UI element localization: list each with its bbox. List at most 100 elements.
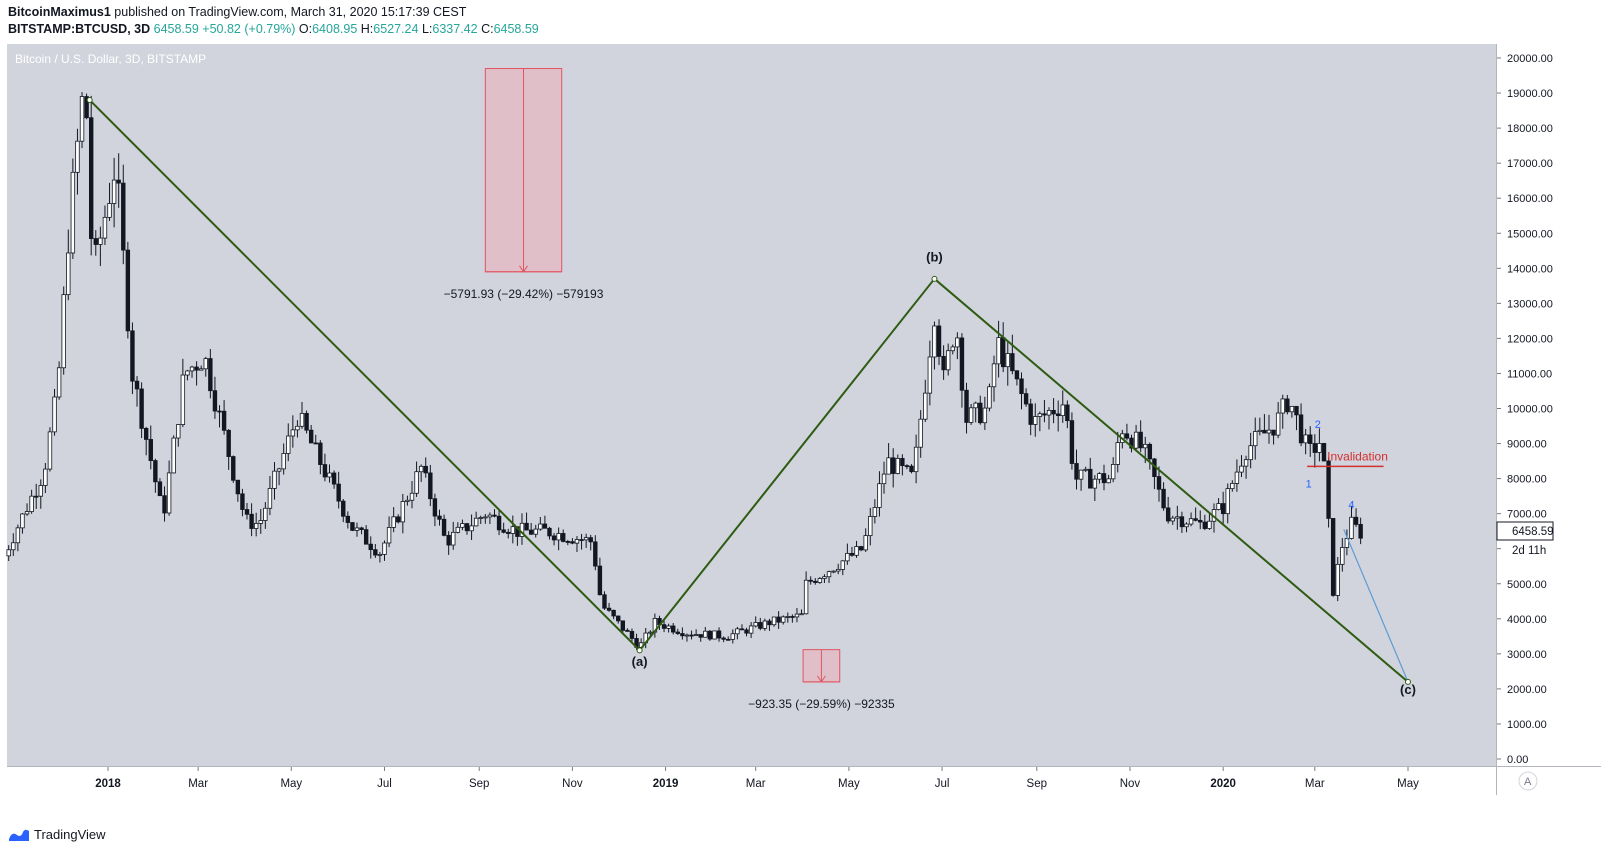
candle-body	[973, 402, 978, 409]
auto-scale-button[interactable]: A	[1518, 771, 1538, 791]
candle-body	[996, 337, 1001, 365]
candle-body	[88, 117, 94, 239]
candle-body	[556, 533, 561, 541]
candle-body	[1156, 476, 1162, 490]
candle-body	[102, 216, 108, 239]
y-tick-label: 19000.00	[1507, 88, 1553, 100]
candle-body	[1216, 503, 1221, 510]
candle-body	[579, 539, 584, 541]
footer-brand[interactable]: TradingView	[8, 827, 106, 842]
candle-body	[1308, 434, 1313, 444]
candle-body	[1088, 468, 1093, 489]
candle-body	[15, 527, 21, 544]
candle-body	[1005, 353, 1010, 368]
y-tick-label: 3000.00	[1507, 649, 1547, 661]
candle-body	[1069, 420, 1075, 464]
candle-body	[501, 529, 506, 533]
candle-body	[680, 633, 685, 637]
candle-body	[162, 495, 167, 514]
candle-body	[47, 431, 53, 470]
candle-body	[153, 460, 158, 483]
candle-body	[1033, 416, 1038, 425]
candle-body	[913, 446, 919, 473]
candle-body	[726, 638, 731, 641]
symbol-label: BITSTAMP:BTCUSD, 3D	[8, 22, 151, 36]
candle-body	[1243, 459, 1249, 467]
y-tick-label: 5000.00	[1507, 579, 1547, 591]
candle-body	[276, 468, 282, 472]
y-tick-label: 20000.00	[1507, 53, 1553, 65]
candle-body	[895, 458, 900, 474]
candle-body	[373, 549, 378, 556]
candle-body	[790, 616, 795, 618]
candle-body	[776, 616, 781, 623]
y-tick-label: 13000.00	[1507, 298, 1553, 310]
candle-body	[1019, 378, 1024, 395]
candle-body	[116, 179, 121, 184]
candle-body	[121, 182, 126, 251]
candle-body	[1321, 443, 1327, 462]
candle-body	[721, 637, 726, 640]
candle-body	[38, 485, 43, 497]
candle-body	[941, 356, 946, 371]
candle-body	[483, 516, 488, 519]
candle-body	[781, 616, 786, 623]
plot-area[interactable]	[7, 44, 1496, 766]
candle-body	[1275, 412, 1281, 436]
x-tick-label: May	[280, 778, 302, 790]
time-axis[interactable]	[7, 767, 1496, 795]
candle-body	[487, 514, 493, 518]
candle-body	[176, 424, 181, 439]
candle-body	[29, 495, 34, 513]
candle-body	[1303, 434, 1308, 444]
candle-body	[524, 522, 529, 531]
candle-body	[290, 429, 296, 437]
y-tick-label: 9000.00	[1507, 439, 1547, 451]
sub-wave-label: 1	[1306, 478, 1312, 490]
candle-body	[968, 407, 974, 423]
candle-body	[492, 514, 497, 517]
candle-body	[377, 554, 383, 556]
candle-body	[295, 425, 300, 431]
price-axis[interactable]	[1497, 44, 1601, 766]
candle-body	[93, 238, 98, 245]
candle-body	[1358, 524, 1363, 539]
candle-body	[991, 363, 997, 388]
candle-body	[1147, 443, 1153, 460]
candle-body	[423, 465, 428, 474]
candle-body	[510, 526, 516, 534]
candle-body	[1271, 429, 1276, 436]
x-tick-label: 2020	[1210, 778, 1236, 790]
y-tick-label: 16000.00	[1507, 193, 1553, 205]
candle-body	[753, 622, 758, 627]
wave-label: (c)	[1400, 682, 1416, 697]
y-tick-label: 18000.00	[1507, 123, 1553, 135]
last-price-value: 6458.59	[1512, 526, 1554, 538]
candle-body	[111, 179, 117, 204]
candle-body	[845, 552, 850, 562]
candle-body	[698, 634, 703, 638]
candle-body	[56, 367, 62, 398]
candle-body	[840, 560, 845, 570]
candle-body	[428, 472, 433, 500]
author-name[interactable]: BitcoinMaximus1	[8, 5, 111, 19]
candle-body	[817, 578, 823, 583]
candle-body	[203, 358, 208, 370]
measure-label: −5791.93 (−29.42%) −579193	[444, 287, 604, 301]
candle-body	[1248, 445, 1253, 461]
candle-body	[904, 465, 910, 468]
candle-body	[70, 171, 76, 254]
candle-body	[258, 520, 263, 524]
high-value: 6527.24	[373, 22, 419, 36]
candle-body	[689, 634, 694, 637]
y-tick-label: 0.00	[1507, 754, 1528, 766]
candle-body	[1280, 398, 1285, 414]
x-tick-label: Jul	[935, 778, 950, 790]
candle-body	[1289, 405, 1295, 413]
candle-body	[1266, 429, 1272, 434]
candle-body	[226, 429, 231, 457]
low-value: 6337.42	[432, 22, 478, 36]
wave-label: (b)	[926, 249, 943, 264]
candle-body	[1129, 437, 1134, 449]
